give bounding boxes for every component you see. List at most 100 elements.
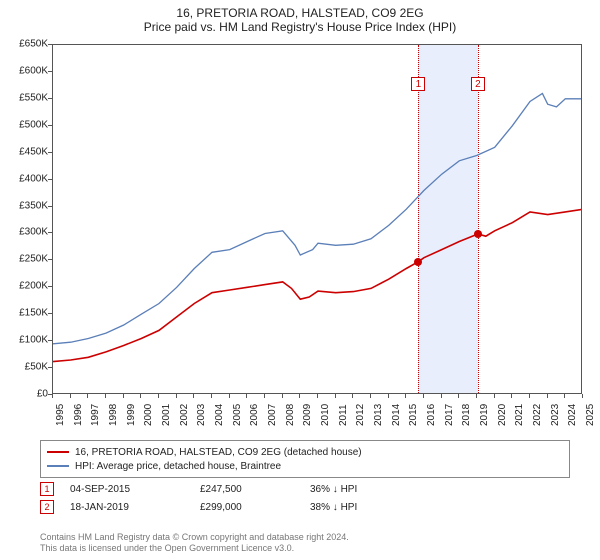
series-line-hpi bbox=[53, 94, 582, 344]
x-axis-label: 2006 bbox=[249, 404, 260, 426]
sales-marker: 2 bbox=[40, 500, 54, 514]
x-axis-label: 2020 bbox=[497, 404, 508, 426]
x-tick bbox=[52, 394, 53, 398]
series-line-price_paid bbox=[53, 209, 582, 361]
x-axis-label: 2011 bbox=[338, 404, 349, 426]
y-tick bbox=[48, 367, 52, 368]
y-tick bbox=[48, 98, 52, 99]
y-tick bbox=[48, 152, 52, 153]
x-tick bbox=[140, 394, 141, 398]
sales-date: 18-JAN-2019 bbox=[70, 502, 200, 513]
x-tick bbox=[246, 394, 247, 398]
legend-label: HPI: Average price, detached house, Brai… bbox=[75, 461, 281, 472]
x-tick bbox=[529, 394, 530, 398]
series-svg bbox=[53, 45, 582, 394]
y-axis-label: £650K bbox=[0, 39, 48, 50]
x-tick bbox=[388, 394, 389, 398]
x-tick bbox=[282, 394, 283, 398]
y-axis-label: £550K bbox=[0, 92, 48, 103]
y-tick bbox=[48, 71, 52, 72]
legend-swatch bbox=[47, 451, 69, 453]
x-axis-label: 2001 bbox=[161, 404, 172, 426]
x-tick bbox=[317, 394, 318, 398]
y-axis-label: £50K bbox=[0, 362, 48, 373]
x-tick bbox=[335, 394, 336, 398]
x-axis-label: 2004 bbox=[214, 404, 225, 426]
x-axis-label: 2009 bbox=[302, 404, 313, 426]
x-tick bbox=[352, 394, 353, 398]
y-tick bbox=[48, 125, 52, 126]
footnote-line: Contains HM Land Registry data © Crown c… bbox=[40, 532, 570, 543]
y-tick bbox=[48, 179, 52, 180]
x-tick bbox=[370, 394, 371, 398]
x-axis-label: 2010 bbox=[320, 404, 331, 426]
x-axis-label: 1995 bbox=[55, 404, 66, 426]
x-axis-label: 2007 bbox=[267, 404, 278, 426]
x-axis-label: 2013 bbox=[373, 404, 384, 426]
x-axis-label: 2018 bbox=[461, 404, 472, 426]
x-tick bbox=[564, 394, 565, 398]
footnote: Contains HM Land Registry data © Crown c… bbox=[40, 532, 570, 555]
x-tick bbox=[299, 394, 300, 398]
sales-row: 218-JAN-2019£299,00038% ↓ HPI bbox=[40, 498, 570, 516]
sale-dot bbox=[474, 230, 482, 238]
sale-dot bbox=[414, 258, 422, 266]
sales-diff: 38% ↓ HPI bbox=[310, 502, 510, 513]
x-axis-label: 1998 bbox=[108, 404, 119, 426]
y-axis-label: £200K bbox=[0, 281, 48, 292]
x-tick bbox=[123, 394, 124, 398]
x-tick bbox=[176, 394, 177, 398]
x-tick bbox=[582, 394, 583, 398]
legend-row: 16, PRETORIA ROAD, HALSTEAD, CO9 2EG (de… bbox=[47, 445, 563, 459]
x-axis-label: 1996 bbox=[73, 404, 84, 426]
sales-marker: 1 bbox=[40, 482, 54, 496]
x-axis-label: 1997 bbox=[90, 404, 101, 426]
x-tick bbox=[476, 394, 477, 398]
y-axis-label: £400K bbox=[0, 173, 48, 184]
x-axis-label: 2014 bbox=[391, 404, 402, 426]
x-axis-label: 2012 bbox=[355, 404, 366, 426]
x-axis-label: 2003 bbox=[196, 404, 207, 426]
x-axis-label: 2015 bbox=[408, 404, 419, 426]
chart-title: 16, PRETORIA ROAD, HALSTEAD, CO9 2EG bbox=[0, 0, 600, 20]
footnote-line: This data is licensed under the Open Gov… bbox=[40, 543, 570, 554]
chart-subtitle: Price paid vs. HM Land Registry's House … bbox=[0, 20, 600, 38]
legend: 16, PRETORIA ROAD, HALSTEAD, CO9 2EG (de… bbox=[40, 440, 570, 478]
y-axis-label: £450K bbox=[0, 146, 48, 157]
sales-price: £247,500 bbox=[200, 484, 310, 495]
legend-swatch bbox=[47, 465, 69, 467]
y-tick bbox=[48, 313, 52, 314]
x-tick bbox=[547, 394, 548, 398]
x-axis-label: 2019 bbox=[479, 404, 490, 426]
x-axis-label: 2021 bbox=[514, 404, 525, 426]
x-axis-label: 2024 bbox=[567, 404, 578, 426]
x-tick bbox=[193, 394, 194, 398]
x-tick bbox=[494, 394, 495, 398]
y-tick bbox=[48, 286, 52, 287]
x-tick bbox=[105, 394, 106, 398]
chart-container: 16, PRETORIA ROAD, HALSTEAD, CO9 2EG Pri… bbox=[0, 0, 600, 560]
x-axis-label: 2002 bbox=[179, 404, 190, 426]
y-tick bbox=[48, 259, 52, 260]
legend-row: HPI: Average price, detached house, Brai… bbox=[47, 459, 563, 473]
x-tick bbox=[211, 394, 212, 398]
sales-table: 104-SEP-2015£247,50036% ↓ HPI218-JAN-201… bbox=[40, 480, 570, 516]
x-axis-label: 1999 bbox=[126, 404, 137, 426]
x-tick bbox=[87, 394, 88, 398]
x-axis-label: 2017 bbox=[444, 404, 455, 426]
sales-row: 104-SEP-2015£247,50036% ↓ HPI bbox=[40, 480, 570, 498]
y-axis-label: £150K bbox=[0, 308, 48, 319]
x-axis-label: 2025 bbox=[585, 404, 596, 426]
y-axis-label: £500K bbox=[0, 119, 48, 130]
y-axis-label: £350K bbox=[0, 200, 48, 211]
sales-date: 04-SEP-2015 bbox=[70, 484, 200, 495]
y-axis-label: £250K bbox=[0, 254, 48, 265]
y-tick bbox=[48, 206, 52, 207]
x-tick bbox=[441, 394, 442, 398]
x-axis-label: 2023 bbox=[550, 404, 561, 426]
x-axis-label: 2005 bbox=[232, 404, 243, 426]
x-tick bbox=[70, 394, 71, 398]
y-axis-label: £0 bbox=[0, 389, 48, 400]
x-axis-label: 2016 bbox=[426, 404, 437, 426]
x-axis-label: 2008 bbox=[285, 404, 296, 426]
